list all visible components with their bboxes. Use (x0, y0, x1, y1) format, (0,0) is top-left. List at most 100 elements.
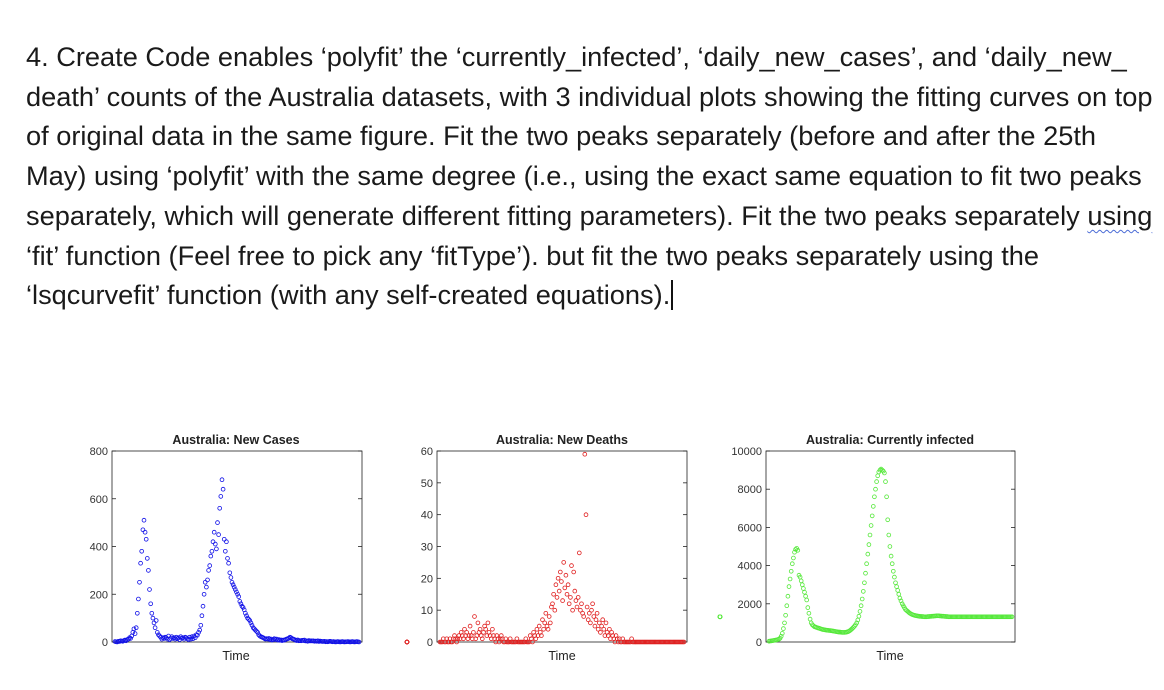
question-text-prefix: 4. Create Code enables ‘polyfit’ the ‘cu… (26, 41, 1153, 231)
data-point (883, 479, 888, 484)
data-point (867, 532, 873, 538)
y-tick-label: 20 (421, 573, 433, 585)
data-point (211, 529, 217, 535)
data-point (575, 595, 581, 600)
data-point (206, 568, 211, 573)
plot-frame (436, 450, 688, 643)
data-point (477, 627, 483, 632)
data-point (142, 529, 148, 535)
data-point (474, 633, 480, 638)
data-point (863, 570, 868, 576)
data-point (145, 556, 150, 561)
data-point (239, 603, 245, 609)
data-point (882, 470, 887, 476)
data-point (210, 539, 216, 544)
plot-frame (111, 450, 363, 643)
data-point (560, 598, 565, 603)
data-point (556, 588, 562, 594)
data-point (472, 614, 477, 619)
x-axis-label: Time (876, 649, 903, 663)
data-point (490, 627, 495, 632)
y-tick-label: 60 (421, 446, 433, 458)
data-point (783, 613, 788, 618)
y-tick-group: 0 10 20 30 40 50 60 (421, 446, 687, 649)
data-point (861, 589, 866, 594)
data-point (227, 570, 233, 576)
data-point (255, 630, 260, 635)
data-point (805, 605, 811, 610)
data-point (579, 601, 584, 607)
data-point (581, 614, 587, 619)
data-point (240, 605, 246, 610)
data-point (484, 633, 490, 638)
data-point (461, 636, 466, 642)
data-point (248, 620, 254, 626)
data-point (462, 627, 467, 632)
data-point (591, 614, 597, 619)
data-point (530, 639, 535, 645)
data-point (793, 547, 798, 552)
data-point (593, 617, 599, 623)
data-point (566, 601, 572, 607)
data-point (582, 451, 588, 457)
data-point (467, 623, 473, 629)
data-point (215, 520, 220, 525)
data-point (564, 592, 570, 597)
data-point (888, 553, 894, 559)
data-point (585, 617, 591, 623)
data-point (128, 636, 133, 641)
y-tick-label: 40 (421, 510, 433, 522)
chart-title: Australia: New Deaths (496, 433, 628, 447)
data-point (234, 589, 239, 595)
data-point (791, 555, 796, 561)
data-point (866, 542, 872, 547)
data-point (229, 580, 235, 585)
data-point (153, 618, 159, 623)
data-point (540, 617, 545, 623)
data-point (186, 637, 191, 642)
data-point (233, 587, 238, 592)
data-point (552, 607, 558, 613)
y-tick-label: 0 (756, 637, 762, 649)
y-tick-label: 2000 (738, 599, 762, 611)
data-point (584, 604, 590, 610)
data-point (204, 584, 209, 590)
data-point (200, 603, 206, 609)
data-point (898, 598, 904, 604)
data-point (541, 627, 546, 632)
data-point (288, 635, 294, 641)
data-point (546, 614, 552, 619)
data-point (786, 584, 792, 589)
data-point (195, 633, 200, 638)
data-point (885, 517, 891, 523)
data-point (226, 560, 231, 566)
data-point (247, 618, 253, 623)
data-point (577, 550, 582, 556)
currently-infected-chart: Australia: Currently infected 0 2000 4000 6… (717, 433, 1016, 663)
question-text: 4. Create Code enables ‘polyfit’ the ‘cu… (26, 37, 1154, 315)
data-point (559, 579, 564, 584)
data-point (859, 596, 865, 602)
data-point (573, 598, 579, 603)
data-point (787, 576, 793, 582)
data-point (569, 563, 574, 568)
data-point (778, 634, 784, 639)
data-point (779, 631, 785, 636)
y-tick-label: 0 (102, 637, 108, 649)
data-markers (112, 477, 362, 645)
data-point (139, 549, 144, 554)
data-point (873, 486, 878, 492)
data-point (146, 568, 151, 573)
data-point (886, 532, 892, 538)
data-point (493, 639, 498, 645)
chart-title: Australia: Currently infected (806, 433, 974, 447)
data-point (464, 630, 469, 635)
data-point (572, 588, 578, 594)
data-point (598, 630, 603, 635)
data-point (137, 580, 142, 585)
data-point (228, 575, 234, 580)
data-point (356, 639, 362, 645)
data-point (864, 561, 869, 567)
data-point (879, 467, 885, 473)
data-point (237, 599, 243, 604)
